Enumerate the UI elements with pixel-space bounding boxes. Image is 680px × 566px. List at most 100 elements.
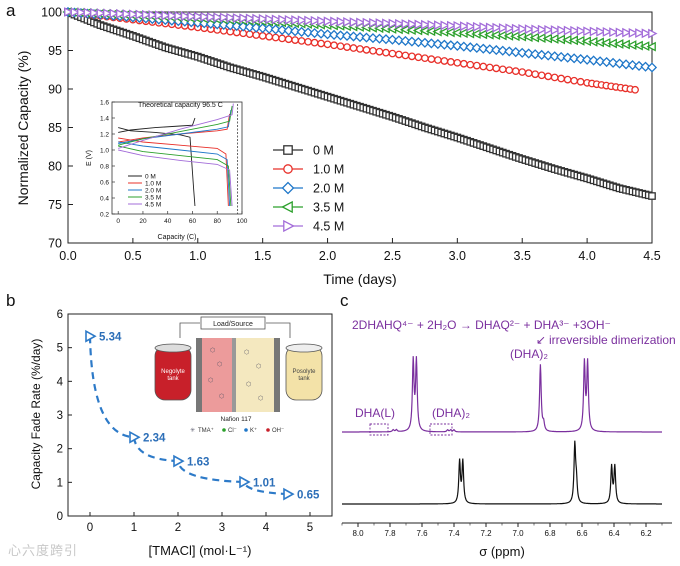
ion-legend-cl-dot [222,428,226,432]
b-data-label: 1.01 [253,477,276,489]
inset-y-tick-label: 1.2 [100,132,109,139]
data-point [615,27,626,38]
data-point [116,8,126,19]
c-x-tick-label: 7.2 [480,529,492,538]
c-x-tick-label: 6.6 [576,529,588,538]
data-point [388,18,399,29]
data-point [232,13,243,23]
svg-text:⬡: ⬡ [246,381,251,388]
data-point [471,42,482,54]
data-point [270,24,281,35]
data-point [239,13,249,24]
data-point [601,56,612,68]
data-point [382,48,390,57]
data-point [349,44,358,52]
data-point [193,11,204,22]
b-y-tick-label: 2 [57,444,63,456]
data-point [362,17,373,28]
data-point [278,34,286,43]
inset-x-tick-label: 60 [189,218,197,225]
inset-legend-label: 0 M [145,174,156,181]
data-point [77,7,87,18]
b-x-tick-label: 4 [263,522,270,534]
posolyte-label-2: tank [298,376,310,382]
data-point [556,51,567,63]
data-point [537,24,548,35]
inset-y-tick-label: 0.4 [100,196,109,203]
data-point [557,74,566,83]
nmr-spectrum-upper [342,356,662,433]
b-y-tick-label: 6 [57,309,63,321]
data-point [310,38,319,47]
data-point [408,52,416,61]
data-point [511,67,520,75]
cell-positive-half [236,338,274,412]
inset-y-tick-label: 1.0 [100,148,109,155]
data-point [122,9,132,19]
inset-series [118,103,234,207]
data-point [446,58,455,66]
data-point [589,26,600,37]
panel-a-legend: 0 M 1.0 M 2.0 M 3.5 M 4.5 M [273,144,344,234]
data-point [356,17,366,28]
svg-text:⬡: ⬡ [258,395,263,402]
c-x-tick-label: 8.0 [352,529,364,538]
b-data-label: 5.34 [99,332,122,344]
data-point [478,43,489,54]
data-point [284,14,295,25]
data-point [563,25,574,36]
data-point [458,41,469,52]
b-trend-line [88,336,289,496]
panel-a-inset: 0 20 40 60 80 100 0.2 0.4 0.6 0.8 1.0 1.2 1.4 1.6 0 M… [86,100,248,242]
b-x-tick-label: 5 [307,522,313,534]
data-point [96,8,107,19]
svg-text:⬡: ⬡ [219,393,224,400]
data-point [356,45,364,53]
data-point [109,8,119,19]
inset-annotation: Theoretical capacity 96.5 C [138,102,223,109]
data-point [271,33,280,42]
nmr-dimer-box [429,423,453,436]
data-point [485,22,496,33]
data-point [620,59,632,70]
legend-label: 0 M [313,144,334,158]
data-point [484,44,495,55]
ion-legend-tma: TMA⁺ [198,427,214,434]
data-point [414,19,424,30]
data-point [291,15,301,25]
data-point [278,14,288,25]
data-point [129,9,139,20]
inset-x-tick-label: 0 [116,218,120,225]
nmr-dha-l-box [369,423,389,436]
y-tick-label: 70 [48,237,62,251]
data-point [524,24,535,35]
data-point [265,14,275,25]
c-x-tick-label: 6.2 [640,529,652,538]
nmr-note-arrow: ↙ [536,333,546,347]
data-point [90,8,100,18]
data-point [434,56,442,64]
x-tick-label: 0.0 [59,249,76,263]
panel-c-xlabel: σ (ppm) [479,544,525,559]
data-point [161,10,171,21]
data-point [167,10,178,21]
ion-legend-tma-icon: ✳ [190,427,195,434]
data-point [614,58,625,69]
data-point [271,14,282,25]
data-point [290,26,301,37]
data-point [492,64,501,73]
legend-marker [283,145,293,155]
panel-a-ylabel: Normalized Capacity (%) [15,51,31,206]
load-source-label: Load/Source [213,321,253,328]
data-point [382,18,392,29]
data-point [180,11,191,22]
data-point [419,37,430,48]
data-point [575,53,586,65]
data-point [226,12,236,23]
x-tick-label: 1.5 [254,249,271,263]
b-y-tick-label: 1 [57,477,63,489]
data-point [414,53,423,62]
data-point [361,32,372,43]
x-tick-label: 3.5 [514,249,531,263]
panel-a-series [62,6,658,200]
